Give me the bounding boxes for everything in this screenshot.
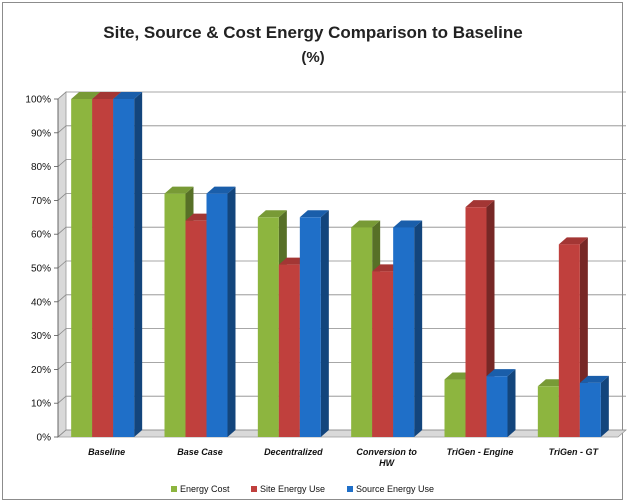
y-tick-label: 50% [31,264,51,275]
bar [486,369,516,437]
bars [71,92,609,437]
chart-title-line: (%) [301,49,324,66]
gridline [57,294,626,303]
bar-front [164,193,186,437]
y-tick-label: 10% [31,399,51,410]
bar-side [507,369,516,437]
gridline [57,260,626,269]
gridline [57,192,626,201]
gridline [57,226,626,235]
bar-side [227,186,236,437]
legend-label: Site Energy Use [260,484,325,494]
y-tick-label: 40% [31,297,51,308]
bar-top [579,375,609,383]
chart-title-line: Site, Source & Cost Energy Comparison to… [103,23,522,42]
gridline [57,328,626,336]
bar-top [299,210,329,218]
bar [579,375,609,437]
bar [113,92,143,437]
gridlines [57,91,626,438]
x-category-label: TriGen - Engine [447,447,514,457]
bar [393,220,423,437]
y-tick-label: 100% [25,95,51,106]
bar-top [393,220,423,228]
legend-label: Energy Cost [180,484,230,494]
gridline [57,429,626,438]
x-category-label: Baseline [88,447,125,457]
bar-top [465,200,495,208]
bar-front [537,386,559,437]
bar-front [113,99,135,437]
gridline [57,159,626,167]
bar-front [558,244,580,437]
bar-top [164,186,194,194]
bar-front [299,217,321,437]
legend-item: Energy Cost [171,484,230,494]
x-category-label: TriGen - GT [549,447,600,457]
bar-front [465,207,487,437]
bar [206,186,236,437]
bar-top [92,92,122,99]
legend-item: Site Energy Use [251,484,325,494]
legend-swatch [251,486,257,492]
bar-front [351,227,373,437]
x-category-label: HW [379,458,395,468]
y-tick-label: 20% [31,365,51,376]
bar-front [92,99,114,437]
gridline [57,395,626,404]
bar-front [579,382,601,437]
legend-swatch [347,486,353,492]
x-category-label: Conversion to [356,447,417,457]
bar-front [444,379,466,437]
bar-front [486,376,508,437]
bar-front [257,217,279,437]
bar-side [320,210,329,437]
x-category-label: Base Case [177,447,223,457]
bar-top [113,92,143,99]
y-tick-label: 60% [31,230,51,241]
y-tick-label: 30% [31,331,51,342]
y-tick-label: 0% [37,433,52,444]
x-axis-labels: Baseline Base Case Decentralized Conversion… [88,447,599,468]
bar-front [185,220,207,437]
y-tick-label: 70% [31,196,51,207]
gridline [57,361,626,370]
bar-front [393,227,415,437]
bar-side [414,220,423,437]
gridline [57,125,626,134]
legend-swatch [171,486,177,492]
y-tick-label: 80% [31,162,51,173]
bar-top [558,237,588,245]
gridline [57,91,626,100]
chart-title: Site, Source & Cost Energy Comparison to… [103,23,522,66]
y-axis-ticks: 0% 10% 20% 30% 40% 50% 60% 70% 80% 90% 100% [25,95,59,444]
bar-front [278,264,300,437]
legend-item: Source Energy Use [347,484,434,494]
bar-top [71,92,101,99]
bar-front [71,99,93,437]
legend: Energy Cost Site Energy Use Source Energy … [171,484,434,494]
bar-top [257,210,287,218]
bar [299,210,329,437]
bar-top [206,186,236,194]
bar-top [351,220,381,228]
bar-front [206,193,228,437]
legend-label: Source Energy Use [356,484,434,494]
y-tick-label: 90% [31,128,51,139]
x-category-label: Decentralized [264,447,323,457]
bar-front [372,271,394,437]
bar-side [600,375,609,437]
bar-top [486,369,516,377]
bar-side [134,92,143,437]
